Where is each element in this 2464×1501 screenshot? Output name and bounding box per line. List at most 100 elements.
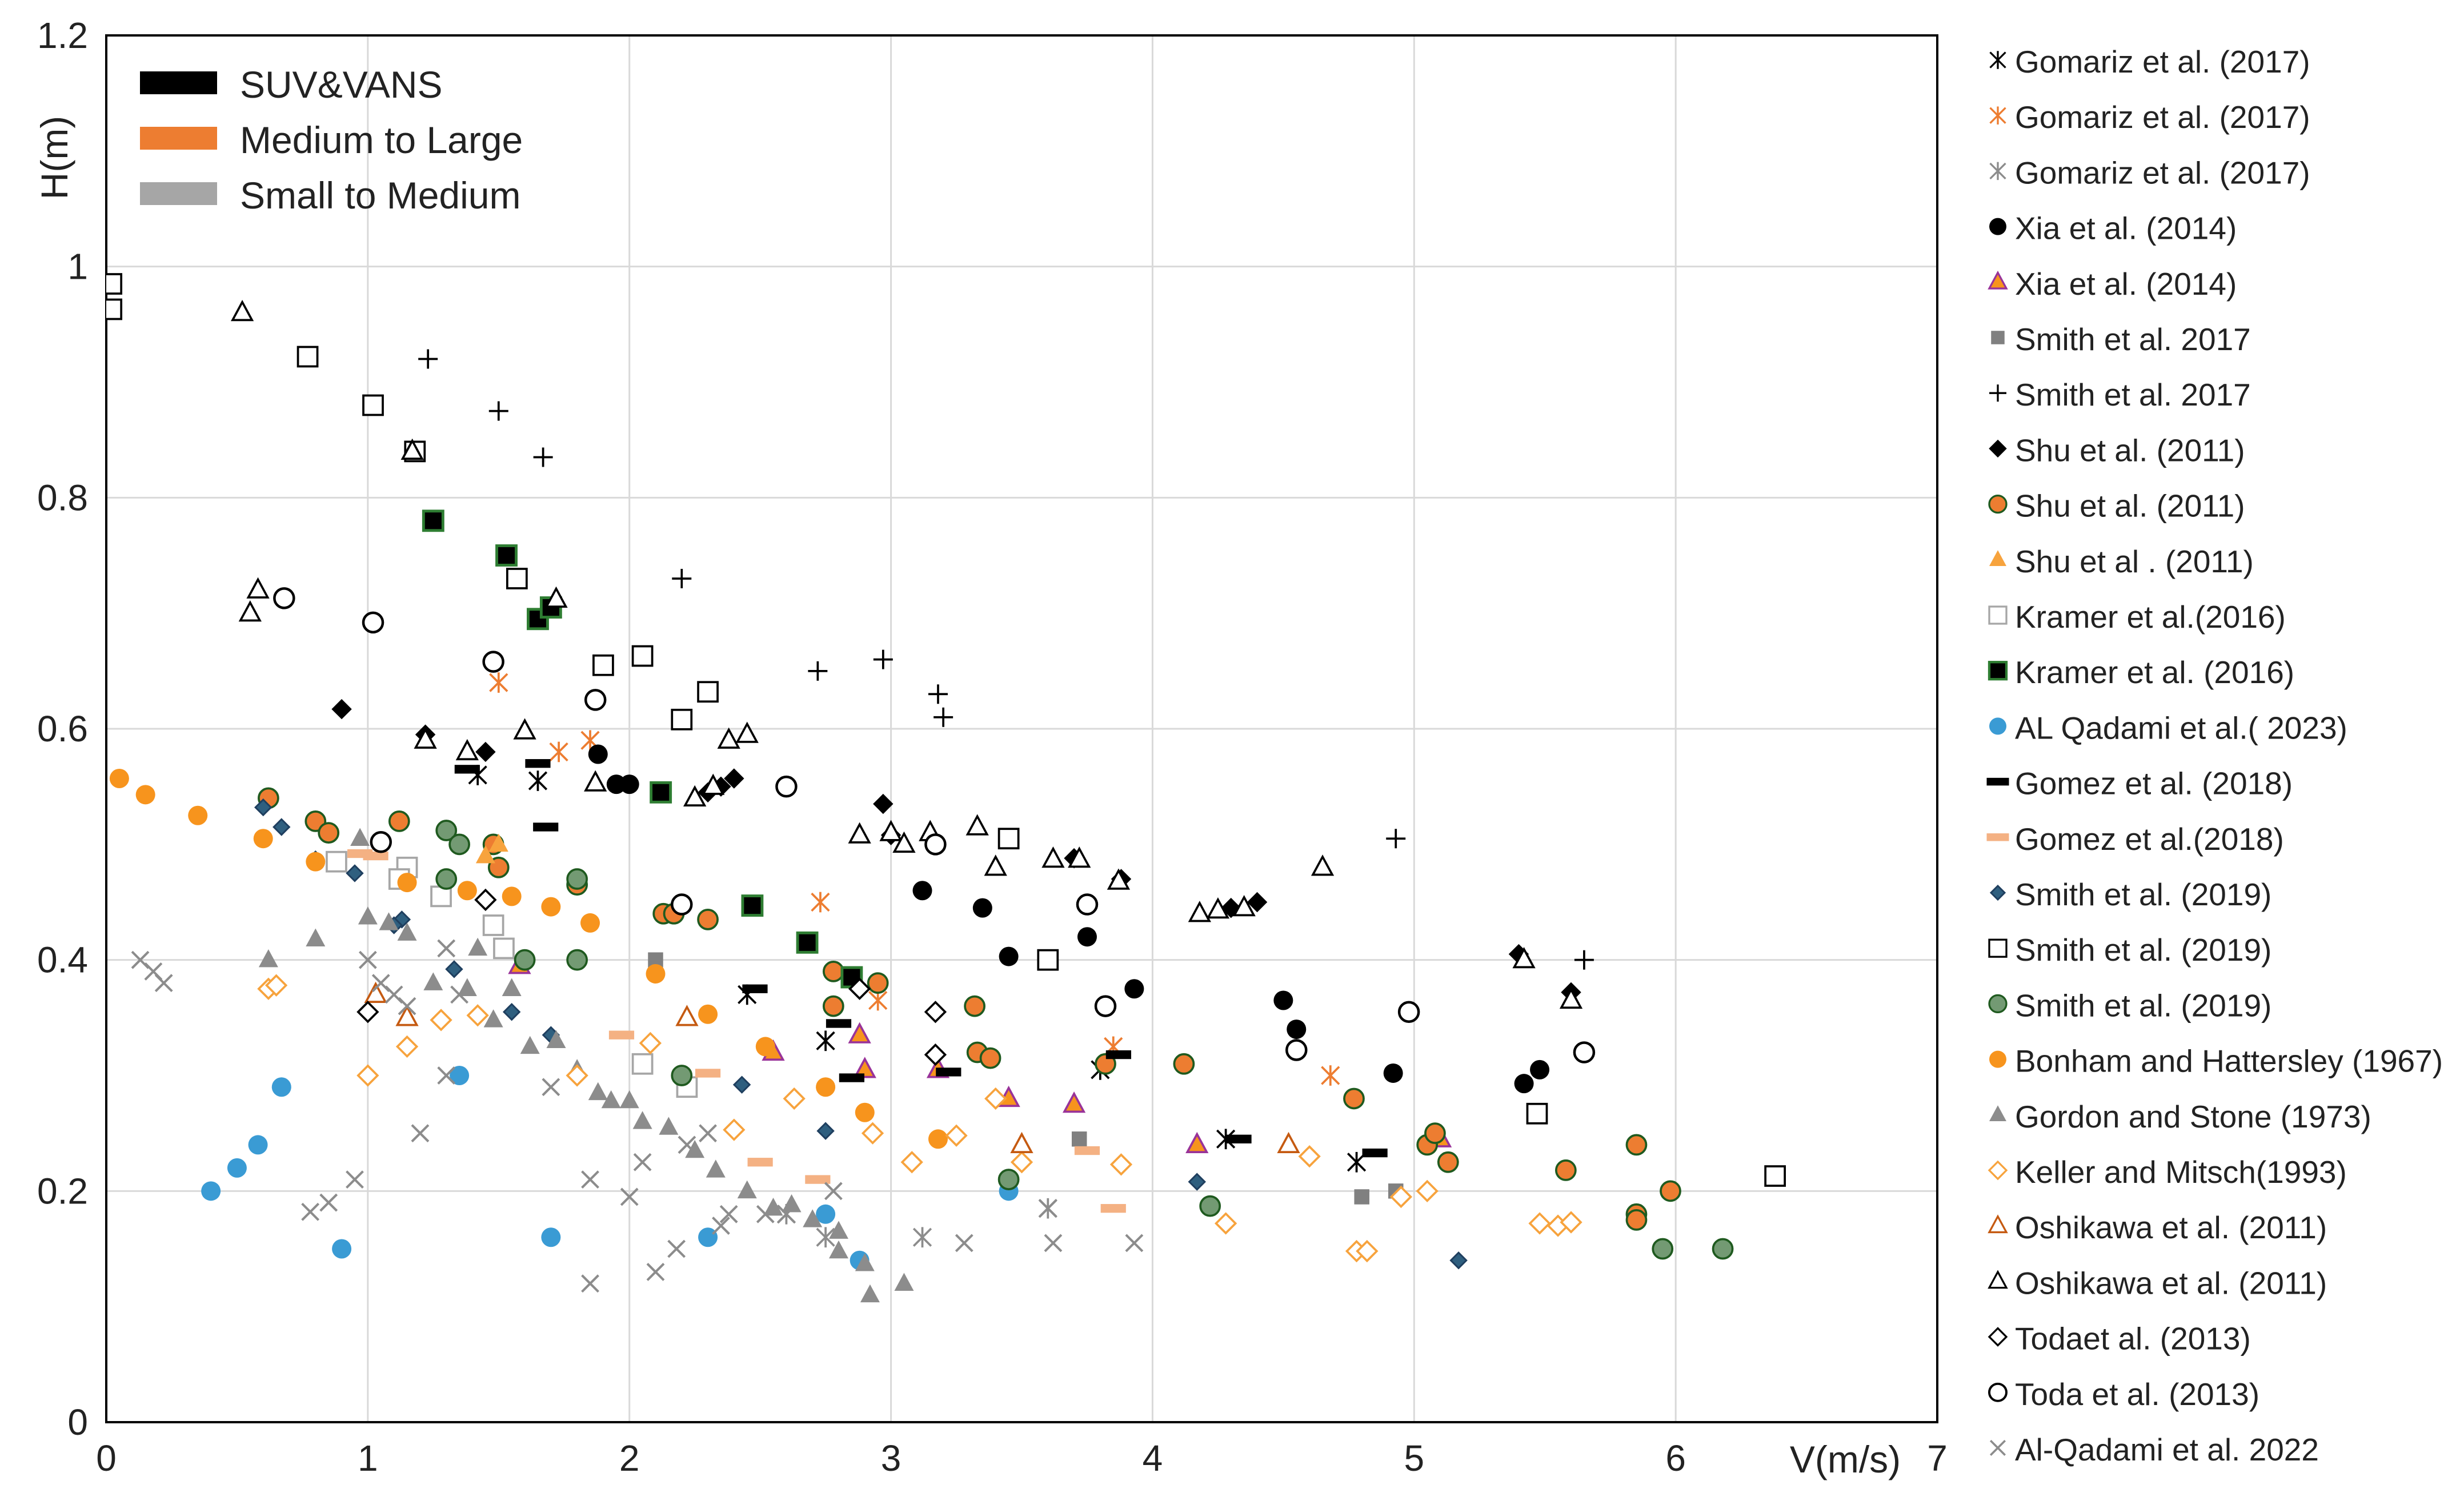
y-tick-label: 0.6	[37, 708, 88, 749]
data-point	[1625, 1209, 1648, 1231]
data-point	[697, 681, 719, 703]
data-point	[756, 1205, 775, 1223]
data-point	[448, 833, 470, 856]
legend-marker	[1988, 1382, 2008, 1402]
data-point	[1074, 1146, 1100, 1155]
x-tick-label: 1	[358, 1438, 378, 1479]
class-label: SUV&VANS	[240, 63, 443, 106]
data-point	[488, 401, 508, 421]
x-tick-label: 3	[881, 1438, 902, 1479]
data-point	[1071, 1131, 1087, 1147]
legend-label: Xia et al. (2014)	[2015, 211, 2237, 246]
legend-marker	[1988, 605, 2008, 625]
data-point	[514, 949, 536, 971]
data-point	[735, 721, 759, 743]
legend-label: Smith et al. 2017	[2015, 322, 2251, 357]
data-point	[945, 1124, 968, 1147]
vehicle-class-legend: SUV&VANS Medium to Large Small to Medium	[140, 63, 523, 216]
legend-label: Smith et al. (2019)	[2015, 877, 2271, 912]
data-point	[1514, 1074, 1534, 1094]
data-point	[848, 977, 871, 1000]
series-22	[230, 299, 1583, 1009]
legend-marker	[1991, 331, 2005, 344]
data-point	[482, 914, 504, 936]
data-point	[737, 1180, 757, 1199]
legend-item: Gomariz et al. (2017)	[1989, 44, 2310, 79]
data-point	[533, 822, 559, 832]
legend-item: Smith et al. (2019)	[1989, 877, 2271, 912]
data-point	[619, 774, 639, 794]
series-6	[418, 349, 1594, 970]
data-point	[1512, 947, 1536, 969]
class-label: Small to Medium	[240, 174, 521, 216]
data-point	[912, 1227, 932, 1248]
legend-item: Gordon and Stone (1973)	[1989, 1099, 2371, 1134]
data-point	[318, 822, 340, 844]
data-point	[581, 1274, 599, 1293]
data-point	[528, 770, 548, 791]
data-point	[106, 273, 123, 295]
y-tick-label: 0.4	[37, 940, 88, 981]
data-point	[741, 894, 764, 917]
data-point	[549, 741, 568, 762]
data-point	[698, 1004, 718, 1024]
y-tick-label: 0.8	[37, 477, 88, 518]
data-point	[588, 744, 608, 764]
legend-marker	[1989, 384, 2006, 402]
data-point	[620, 1187, 639, 1206]
data-point	[502, 886, 522, 906]
data-point	[601, 1090, 621, 1109]
data-point	[445, 960, 463, 978]
data-point	[423, 972, 443, 990]
data-point	[1528, 1212, 1551, 1235]
data-point	[747, 1158, 773, 1167]
data-point	[502, 1002, 521, 1021]
data-point	[253, 829, 273, 849]
data-point	[1044, 1234, 1063, 1253]
legend-marker	[1988, 661, 2008, 681]
data-point	[1188, 1173, 1206, 1191]
data-point	[364, 981, 387, 1003]
legend-marker	[1989, 1439, 2006, 1456]
data-point	[346, 1170, 364, 1189]
data-point	[1173, 1053, 1195, 1075]
class-swatch	[140, 127, 217, 150]
data-point	[924, 833, 947, 856]
series-15	[254, 798, 1468, 1270]
data-point	[678, 1135, 696, 1154]
data-point	[301, 1202, 320, 1221]
series-16	[106, 273, 1786, 1187]
data-point	[468, 937, 488, 956]
data-point	[631, 1053, 654, 1075]
data-point	[659, 1117, 679, 1135]
data-point	[855, 1253, 875, 1271]
data-point	[900, 1151, 923, 1174]
data-point	[525, 759, 551, 768]
data-point	[742, 984, 768, 993]
data-point	[650, 781, 672, 804]
x-axis-label: V(m/s)	[1790, 1438, 1901, 1480]
data-point	[489, 672, 508, 693]
data-point	[984, 854, 1007, 876]
data-point	[839, 1073, 864, 1082]
series-23	[356, 888, 947, 1066]
data-point	[306, 852, 326, 872]
data-point	[400, 438, 424, 460]
data-point	[805, 1175, 831, 1184]
data-point	[1232, 894, 1256, 917]
legend-item: Bonham and Hattersley (1967)	[1989, 1044, 2443, 1079]
series-24	[273, 587, 1596, 1063]
legend-marker	[1989, 1105, 2006, 1122]
data-point	[933, 707, 953, 727]
data-point	[777, 1205, 796, 1223]
data-point	[271, 1077, 291, 1097]
data-point	[1199, 1195, 1221, 1217]
legend-marker	[1989, 717, 2006, 735]
data-point	[356, 1001, 379, 1024]
data-point	[1526, 1102, 1548, 1125]
data-point	[928, 1129, 948, 1149]
legend-item: Smith et al. (2019)	[1988, 988, 2271, 1023]
legend-marker	[1988, 994, 2008, 1014]
legend-label: Al-Qadami et al. 2022	[2015, 1432, 2319, 1467]
data-point	[422, 509, 444, 532]
